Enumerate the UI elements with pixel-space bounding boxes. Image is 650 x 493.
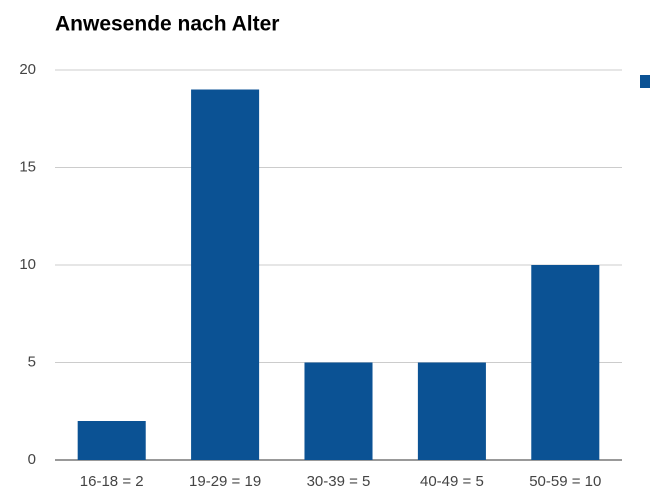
bar (77, 421, 146, 460)
bar (417, 362, 486, 460)
y-tick-label: 0 (28, 451, 36, 468)
y-tick-label: 5 (28, 353, 36, 370)
bar (304, 362, 373, 460)
x-tick-label: 50-59 = 10 (529, 473, 601, 490)
x-tick-label: 19-29 = 19 (189, 473, 261, 490)
x-tick-label: 30-39 = 5 (307, 473, 371, 490)
chart-title: Anwesende nach Alter (55, 13, 279, 36)
y-tick-label: 10 (19, 256, 36, 273)
y-tick-label: 20 (19, 61, 36, 78)
legend-swatch (640, 75, 650, 88)
x-tick-label: 16-18 = 2 (80, 473, 144, 490)
bar (531, 265, 600, 460)
y-tick-label: 15 (19, 158, 36, 175)
bar (191, 89, 260, 460)
x-tick-label: 40-49 = 5 (420, 473, 484, 490)
